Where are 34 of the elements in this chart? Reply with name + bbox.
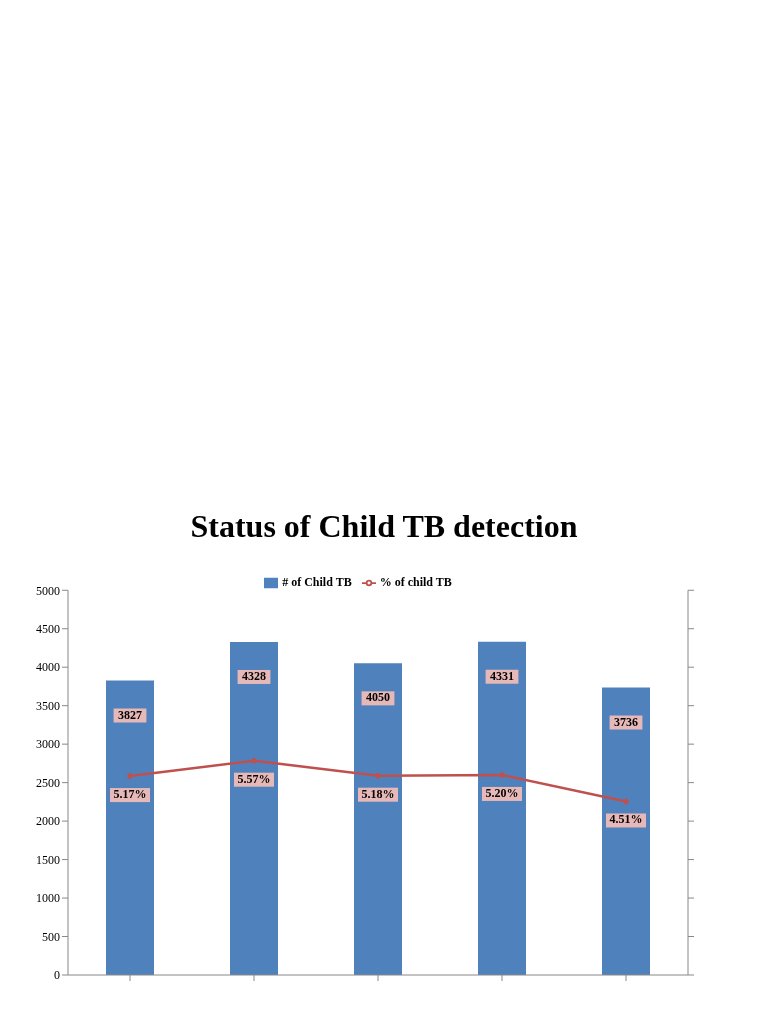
bar — [106, 680, 154, 975]
bar — [602, 687, 650, 975]
data-label: 4328 — [242, 668, 266, 683]
y-tick-label: 1000 — [36, 891, 60, 906]
data-label: 5.57% — [237, 771, 271, 786]
data-label: 5.20% — [485, 785, 519, 800]
y-tick-label: 3000 — [36, 737, 60, 752]
data-label: 5.17% — [113, 787, 147, 802]
y-tick-label: 3500 — [36, 698, 60, 713]
data-label: 5.18% — [361, 786, 395, 801]
y-tick-label: 2000 — [36, 814, 60, 829]
point — [126, 772, 134, 780]
point — [250, 757, 258, 765]
data-label: 4331 — [490, 668, 514, 683]
data-label: 3736 — [614, 714, 638, 729]
legend-label: # of Child TB — [282, 575, 352, 589]
y-tick-label: 4000 — [36, 660, 60, 675]
chart-title: Status of Child TB detection — [189, 508, 579, 545]
data-label: 4.51% — [609, 812, 643, 827]
bar — [230, 641, 278, 975]
data-label: 4050 — [366, 690, 390, 705]
y-tick-label: 2500 — [36, 775, 60, 790]
bar — [354, 663, 402, 975]
legend-label: % of child TB — [379, 575, 452, 589]
point — [498, 771, 506, 779]
bar — [478, 641, 526, 975]
point — [374, 772, 382, 780]
y-tick-label: 500 — [42, 929, 60, 944]
y-tick-label: 0 — [54, 968, 60, 983]
y-tick-label: 5000 — [36, 583, 60, 598]
y-tick-label: 4500 — [36, 621, 60, 636]
point — [622, 797, 630, 805]
y-tick-label: 1500 — [36, 852, 60, 867]
data-label: 3827 — [118, 707, 142, 722]
